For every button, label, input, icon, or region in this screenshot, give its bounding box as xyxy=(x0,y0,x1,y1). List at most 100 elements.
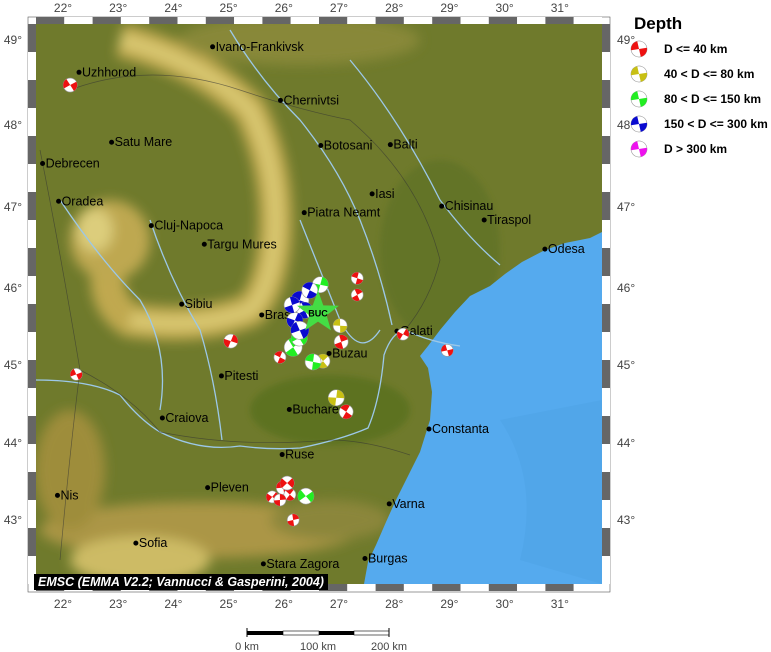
focal-mechanism-deep[interactable] xyxy=(284,309,306,331)
city-label: Cluj-Napoca xyxy=(154,219,223,233)
legend-beachball xyxy=(630,40,648,58)
focal-mechanism-mid-deep[interactable] xyxy=(297,487,315,505)
city-label: Piatra Neamt xyxy=(307,206,380,220)
city-debrecen: Debrecen xyxy=(40,157,100,171)
legend-item: 150 < D <= 300 km xyxy=(630,115,768,133)
lon-tick-label: 31° xyxy=(551,597,569,611)
focal-mechanism-shallow[interactable] xyxy=(350,288,364,302)
beachball-icon xyxy=(630,115,648,133)
focal-mechanism-intermediate[interactable] xyxy=(325,387,347,409)
city-tiraspol: Tiraspol xyxy=(481,213,531,227)
focal-mechanism-shallow[interactable] xyxy=(333,334,350,351)
city-dot xyxy=(369,191,375,197)
lon-tick-label: 26° xyxy=(275,1,293,15)
city-ivano-frankivsk: Ivano-Frankivsk xyxy=(210,40,305,54)
city-pitesti: Pitesti xyxy=(218,369,258,383)
lon-tick-label: 25° xyxy=(220,1,238,15)
legend-item: D > 300 km xyxy=(630,140,727,158)
beachball-icon xyxy=(630,65,648,83)
city-label: Tiraspol xyxy=(487,213,531,227)
city-bucharest: Bucharest xyxy=(286,402,349,416)
rivers xyxy=(36,29,501,450)
focal-mechanism-shallow[interactable] xyxy=(69,368,83,382)
city-dot xyxy=(286,406,292,412)
city-label: Buzau xyxy=(332,346,367,360)
city-label: Chisinau xyxy=(445,199,494,213)
city-satu-mare: Satu Mare xyxy=(109,135,172,149)
city-iasi: Iasi xyxy=(369,187,395,201)
station-marker[interactable]: BUC xyxy=(297,290,339,331)
city-ruse: Ruse xyxy=(279,448,314,462)
focal-mechanism-shallow[interactable] xyxy=(62,77,78,93)
legend-beachball xyxy=(630,65,648,83)
borders xyxy=(39,74,441,561)
city-dot xyxy=(56,198,62,204)
focal-mechanism-deep[interactable] xyxy=(290,320,311,341)
city-balti: Balti xyxy=(387,138,418,152)
lat-tick-label: 44° xyxy=(4,436,22,450)
city-burgas: Burgas xyxy=(362,552,408,566)
city-label: Bucharest xyxy=(292,402,349,416)
city-label: Ivano-Frankivsk xyxy=(216,40,305,54)
lon-tick-label: 22° xyxy=(54,1,72,15)
focal-mechanism-shallow[interactable] xyxy=(349,270,366,287)
focal-mechanism-shallow[interactable] xyxy=(279,474,296,491)
lon-tick-label: 25° xyxy=(220,597,238,611)
focal-mechanism-shallow[interactable] xyxy=(221,331,241,351)
lat-tick-label: 45° xyxy=(4,358,22,372)
lon-tick-label: 29° xyxy=(440,597,458,611)
lon-tick-label: 22° xyxy=(54,597,72,611)
city-label: Chernivtsi xyxy=(283,93,339,107)
legend-label: 40 < D <= 80 km xyxy=(664,67,755,81)
beachball-icon xyxy=(630,40,648,58)
city-label: Uzhhorod xyxy=(82,65,136,79)
lon-tick-label: 24° xyxy=(164,597,182,611)
focal-mechanism-intermediate[interactable] xyxy=(330,316,349,335)
focal-mechanism-deep[interactable] xyxy=(282,295,301,314)
focal-mechanism-shallow[interactable] xyxy=(440,343,455,358)
scale-label-0: 0 km xyxy=(235,641,259,652)
city-uzhhorod: Uzhhorod xyxy=(76,65,136,79)
city-dot xyxy=(260,561,266,567)
focal-mechanism-shallow[interactable] xyxy=(285,512,300,527)
focal-mechanism-shallow[interactable] xyxy=(272,349,289,366)
city-targu-mures: Targu Mures xyxy=(201,237,277,251)
city-label: Pitesti xyxy=(224,369,258,383)
lat-tick-label: 46° xyxy=(617,281,635,295)
city-pleven: Pleven xyxy=(205,481,249,495)
legend-label: D > 300 km xyxy=(664,142,728,156)
focal-mechanism-shallow[interactable] xyxy=(272,492,288,508)
city-stara-zagora: Stara Zagora xyxy=(260,557,339,571)
city-nis: Nis xyxy=(54,488,79,502)
city-constanta: Constanta xyxy=(426,422,489,436)
city-botosani: Botosani xyxy=(318,139,372,153)
city-label: Pleven xyxy=(211,481,249,495)
city-dot xyxy=(301,210,307,216)
city-label: Iasi xyxy=(375,187,394,201)
focal-mechanism-shallow[interactable] xyxy=(337,402,356,421)
focal-mechanism-deep[interactable] xyxy=(299,279,321,301)
city-dot xyxy=(387,142,393,148)
city-dot xyxy=(362,556,368,561)
city-dot xyxy=(148,223,154,229)
legend-title: Depth xyxy=(634,14,683,33)
city-dot xyxy=(76,69,82,75)
scale-label-100: 100 km xyxy=(299,641,337,652)
city-dot xyxy=(326,350,332,356)
focal-mechanism-mid-deep[interactable] xyxy=(302,351,325,374)
city-dot xyxy=(205,485,211,491)
lon-tick-label: 24° xyxy=(164,1,182,15)
city-odesa: Odesa xyxy=(542,242,585,256)
city-label: Oradea xyxy=(62,194,104,208)
city-dot xyxy=(542,246,548,252)
legend-label: D <= 40 km xyxy=(664,42,728,56)
lon-tick-label: 27° xyxy=(330,1,348,15)
focal-mechanism-shallow[interactable] xyxy=(395,326,411,342)
legend-label: 80 < D <= 150 km xyxy=(664,92,762,106)
scale-bar xyxy=(246,628,390,637)
focal-mechanism-mid-deep[interactable] xyxy=(309,273,332,296)
city-dot xyxy=(109,139,115,145)
lat-tick-label: 44° xyxy=(617,436,635,450)
city-label: Satu Mare xyxy=(115,135,173,149)
city-label: Craiova xyxy=(165,411,208,425)
